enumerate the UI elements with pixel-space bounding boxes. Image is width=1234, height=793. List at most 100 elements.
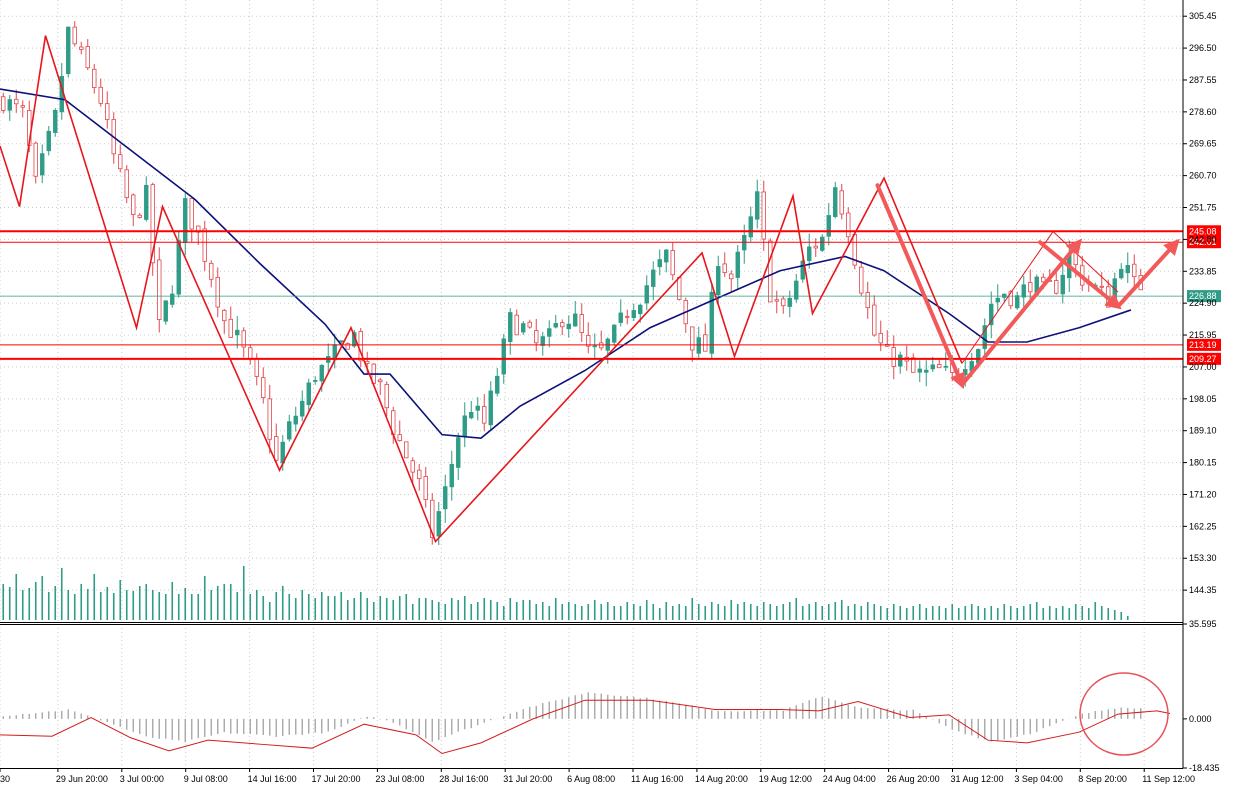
candle-body [1, 96, 6, 111]
level-tag-label: 245.08 [1189, 226, 1217, 236]
candle-body [339, 340, 344, 343]
candle-body [657, 259, 662, 268]
candle-body [501, 338, 506, 375]
candle-body [872, 304, 877, 336]
candle-body [423, 476, 428, 500]
candle-body [384, 384, 389, 409]
x-tick-label: 8 Sep 20:00 [1078, 774, 1127, 784]
x-tick-label: 30 [0, 774, 10, 784]
candle-body [105, 103, 110, 120]
candle-body [521, 323, 526, 333]
projection-arrow [1116, 238, 1180, 309]
candle-body [430, 499, 435, 539]
candle-body [1008, 291, 1013, 307]
x-tick-label: 28 Jul 16:00 [439, 774, 488, 784]
y-tick-label: 171.20 [1189, 489, 1217, 499]
candle-body [586, 334, 591, 347]
candle-body [228, 318, 233, 338]
candle-body [547, 328, 552, 337]
candle-body [930, 364, 935, 370]
candle-body [85, 46, 90, 69]
candle-body [527, 321, 532, 328]
y-tick-label: 153.30 [1189, 553, 1217, 563]
candle-body [209, 262, 214, 280]
candle-body [911, 357, 916, 373]
x-tick-label: 3 Jul 00:00 [120, 774, 164, 784]
y-tick-label: 215.95 [1189, 330, 1217, 340]
x-tick-label: 31 Aug 12:00 [951, 774, 1004, 784]
candle-body [189, 198, 194, 230]
candle-body [1119, 268, 1124, 279]
candle-body [313, 380, 318, 382]
grid-layer [0, 0, 1183, 768]
candle-body [287, 421, 292, 440]
candle-body [157, 259, 162, 320]
projection-arrow [875, 183, 965, 390]
candle-body [644, 285, 649, 304]
candle-body [254, 357, 259, 377]
y-tick-label: 233.85 [1189, 266, 1217, 276]
candle-body [7, 99, 12, 111]
candle-body [820, 236, 825, 251]
candle-body [833, 187, 838, 218]
highlight-circle [1079, 672, 1169, 756]
osc-y-tick-label: 0.000 [1189, 714, 1212, 724]
candle-body [144, 184, 149, 220]
y-tick-label: 198.05 [1189, 394, 1217, 404]
candle-body [690, 326, 695, 351]
level-tag [1187, 352, 1221, 365]
candle-body [807, 246, 812, 262]
candle-body [345, 343, 350, 350]
candle-body [540, 336, 545, 346]
candle-body [163, 300, 168, 322]
candle-body [222, 309, 227, 322]
x-tick-label: 23 Jul 08:00 [375, 774, 424, 784]
candle-body [235, 329, 240, 336]
level-tag-label: 242.01 [1189, 237, 1217, 247]
candle-body [436, 511, 441, 537]
candle-body [215, 276, 220, 308]
candle-body [46, 130, 51, 152]
candle-body [365, 360, 370, 364]
x-tick-label: 9 Jul 08:00 [184, 774, 228, 784]
x-tick-label: 31 Jul 20:00 [503, 774, 552, 784]
frame-layer [0, 0, 1184, 769]
candle-body [98, 86, 103, 104]
candle-body [995, 297, 1000, 303]
x-tick-label: 26 Aug 20:00 [887, 774, 940, 784]
zigzag-line [0, 35, 963, 543]
x-tick-label: 6 Aug 08:00 [567, 774, 615, 784]
candle-body [735, 251, 740, 278]
y-tick-label: 260.70 [1189, 171, 1217, 181]
y-tick-label: 162.25 [1189, 521, 1217, 531]
candle-body [781, 298, 786, 307]
candle-body [1015, 295, 1020, 309]
x-tick-label: 29 Jun 20:00 [56, 774, 108, 784]
candle-body [703, 334, 708, 352]
x-tick-label: 11 Aug 16:00 [631, 774, 683, 784]
candle-body [417, 469, 422, 479]
level-tag [1187, 225, 1221, 238]
candle-body [859, 266, 864, 294]
candle-body [774, 299, 779, 302]
candle-body [755, 191, 760, 220]
candle-body [293, 415, 298, 425]
candle-body [638, 304, 643, 315]
candle-body [202, 228, 207, 262]
y-tick-label: 189.10 [1189, 426, 1217, 436]
candle-body [1054, 280, 1059, 294]
candle-body [1132, 263, 1137, 278]
candle-body [150, 184, 155, 264]
candle-body [1028, 282, 1033, 293]
candle-body [397, 434, 402, 441]
candle-body [261, 377, 266, 398]
candle-body [924, 369, 929, 373]
candle-body [72, 26, 77, 45]
projection-arrows-layer [875, 183, 1180, 390]
level-tag [1187, 338, 1221, 351]
x-tick-label: 17 Jul 20:00 [312, 774, 361, 784]
y-tick-label: 305.45 [1189, 11, 1217, 21]
y-tick-label: 242.80 [1189, 234, 1217, 244]
candle-body [722, 263, 727, 273]
